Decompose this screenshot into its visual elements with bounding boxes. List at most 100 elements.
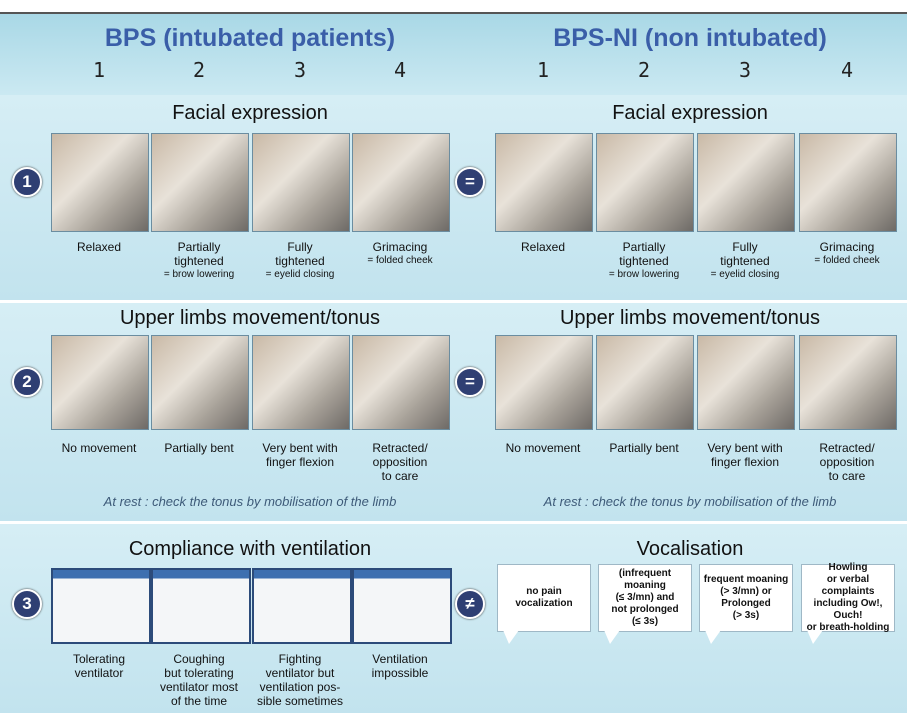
item-label: opposition	[372, 455, 428, 469]
item-detail: = folded cheek	[367, 255, 433, 266]
bubble-text: Prolonged	[721, 598, 771, 609]
item-label: sible sometimes	[256, 694, 344, 708]
photo	[697, 133, 795, 232]
item-detail: = brow lowering	[608, 269, 680, 280]
item-label-block: No movement	[491, 441, 595, 455]
item-detail: = folded cheek	[814, 255, 880, 266]
item-label-block: Very bent with finger flexion	[693, 441, 797, 469]
item-label-block: Grimacing = folded cheek	[348, 240, 452, 268]
bubble-text: no pain	[526, 586, 562, 597]
item-label: Fully	[287, 240, 313, 254]
item-label: Tolerating	[72, 652, 126, 666]
level-number: 3	[738, 58, 752, 82]
item-label-block: Very bent with finger flexion	[248, 441, 352, 469]
item-label: ventilation pos-	[259, 680, 341, 694]
item-label: finger flexion	[265, 455, 335, 469]
section-number: 3	[12, 589, 42, 619]
level-number: 1	[536, 58, 550, 82]
bubble-tail	[604, 630, 620, 644]
bubble-text: or breath-holding	[806, 622, 890, 633]
bubble-text: or verbal complaints	[821, 574, 875, 597]
photo	[352, 335, 450, 430]
item-label: No movement	[505, 441, 581, 455]
photo	[495, 133, 593, 232]
ventilator-screen	[51, 568, 151, 644]
item-label-block: Partially bent	[147, 441, 251, 455]
item-label-block: No movement	[47, 441, 151, 455]
item-label-block: Partially tightened = brow lowering	[147, 240, 251, 282]
bubble-text: (≤ 3s)	[631, 616, 659, 627]
speech-bubble: (infrequent moaning (≤ 3/mn) and not prolo…	[598, 564, 692, 632]
item-label-block: Relaxed	[47, 240, 151, 254]
bubble-text: (≤ 3/mn) and	[615, 592, 675, 603]
item-label-block: Fighting ventilator but ventilation pos-si…	[248, 652, 352, 708]
right-title: BPS-NI (non intubated)	[553, 24, 827, 52]
item-label-block: Partially tightened = brow lowering	[592, 240, 696, 282]
item-label-block: Fully tightened = eyelid closing	[693, 240, 797, 282]
item-label: opposition	[819, 455, 875, 469]
section-number: 1	[12, 166, 42, 197]
photo	[151, 133, 249, 232]
photo	[352, 133, 450, 232]
bubble-text: not prolonged	[611, 604, 679, 615]
relation-symbol: =	[455, 366, 485, 397]
item-label: tightened	[275, 254, 325, 268]
item-label: tightened	[720, 254, 770, 268]
item-label: Relaxed	[520, 240, 566, 254]
item-label: tightened	[174, 254, 224, 268]
item-label: Ventilation	[372, 652, 428, 666]
section-title: Facial expression	[172, 102, 328, 124]
item-label: No movement	[61, 441, 137, 455]
photo	[596, 133, 694, 232]
section-number: 2	[12, 366, 42, 397]
item-label-block: Partially bent	[592, 441, 696, 455]
section-title: Upper limbs movement/tonus	[119, 307, 381, 329]
speech-bubble: frequent moaning (> 3/mn) or Prolonged (> 3…	[699, 564, 793, 632]
photo	[596, 335, 694, 430]
item-label-block: Fully tightened = eyelid closing	[248, 240, 352, 282]
item-label: but tolerating	[164, 666, 234, 680]
item-label: Relaxed	[76, 240, 122, 254]
bubble-tail	[503, 630, 519, 644]
level-number: 2	[192, 58, 206, 82]
item-label: tightened	[619, 254, 669, 268]
item-label: Retracted/	[372, 441, 428, 455]
item-detail: = eyelid closing	[265, 269, 335, 280]
section-title: Facial expression	[612, 102, 768, 124]
item-label-block: Retracted/opposition to care	[795, 441, 899, 483]
item-label: Very bent with	[262, 441, 338, 455]
item-label: Grimacing	[819, 240, 875, 254]
level-number: 2	[637, 58, 651, 82]
relation-symbol: ≠	[455, 589, 485, 619]
photo	[799, 335, 897, 430]
ventilator-screen	[252, 568, 352, 644]
section-title: Vocalisation	[636, 538, 744, 560]
speech-bubble: no pain vocalization	[497, 564, 591, 632]
item-label: ventilator	[74, 666, 124, 680]
item-label: to care	[828, 469, 866, 483]
bubble-text: (> 3/mn) or	[720, 586, 772, 597]
bubble-text: including Ow!, Ouch!	[813, 598, 883, 621]
level-number: 4	[393, 58, 407, 82]
item-label: of the time	[170, 694, 228, 708]
item-detail: = brow lowering	[163, 269, 235, 280]
photo	[495, 335, 593, 430]
item-label-block: Ventilation impossible	[348, 652, 452, 680]
section-title: Compliance with ventilation	[128, 538, 372, 560]
section-note: At rest : check the tonus by mobilisatio…	[103, 494, 397, 509]
item-label-block: Tolerating ventilator	[47, 652, 151, 680]
header-band	[0, 12, 907, 95]
item-label-block: Coughing but tolerating ventilator most of …	[147, 652, 251, 708]
item-label: Fully	[732, 240, 758, 254]
item-label: Fighting	[278, 652, 322, 666]
bubble-tail	[807, 630, 823, 644]
ventilator-screen	[352, 568, 452, 644]
photo	[252, 133, 350, 232]
item-label: Coughing	[173, 652, 225, 666]
left-title: BPS (intubated patients)	[104, 24, 396, 52]
item-detail: = eyelid closing	[710, 269, 780, 280]
item-label: Retracted/	[819, 441, 875, 455]
photo	[252, 335, 350, 430]
item-label: Grimacing	[372, 240, 428, 254]
